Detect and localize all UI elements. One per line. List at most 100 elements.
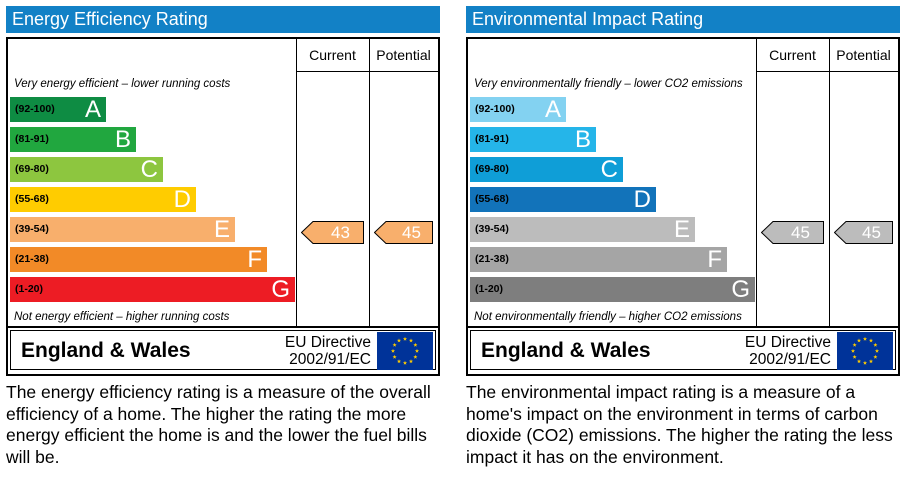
band-range-label: (69-80) (15, 163, 49, 175)
band-range-label: (39-54) (15, 223, 49, 235)
band-letter: G (731, 276, 750, 303)
arrow-shape (761, 221, 824, 244)
band-letter: F (707, 246, 722, 273)
eu-star (852, 342, 857, 347)
arrow-shape (301, 221, 364, 244)
eu-star (390, 348, 396, 353)
rating-frame: Current Potential Very environmentally fri… (466, 37, 900, 328)
rating-band-d: (55-68) D (470, 187, 656, 212)
band-letter: D (633, 186, 651, 213)
environmental-impact-panel: Environmental Impact Rating Current Potent… (466, 6, 900, 479)
footer: England & Wales EU Directive 2002/91/EC (6, 328, 440, 376)
eu-star (392, 354, 397, 359)
region-label: England & Wales (481, 339, 651, 362)
column-header-current: Current (769, 47, 816, 63)
eu-star (873, 354, 878, 359)
rating-band-f: (21-38) F (470, 247, 727, 272)
rating-band-b: (81-91) B (10, 127, 136, 152)
eu-star (862, 360, 868, 365)
column-header-potential: Potential (376, 47, 431, 63)
rating-description: The environmental impact rating is a mea… (466, 382, 893, 467)
eu-star (413, 354, 418, 359)
directive-line-1: EU Directive (284, 334, 371, 351)
column-header-current: Current (309, 47, 356, 63)
band-letter: D (173, 186, 191, 213)
footer: England & Wales EU Directive 2002/91/EC (466, 328, 900, 376)
column-divider (369, 39, 370, 326)
top-caption: Very environmentally friendly – lower CO… (474, 78, 743, 90)
current-rating-arrow: 45 (761, 221, 824, 244)
column-divider (829, 39, 830, 326)
band-letter: G (271, 276, 290, 303)
band-range-label: (39-54) (475, 223, 509, 235)
rating-band-a: (92-100) A (10, 97, 106, 122)
rating-band-e: (39-54) E (470, 217, 695, 242)
rating-band-e: (39-54) E (10, 217, 235, 242)
energy-efficiency-panel: Energy Efficiency Rating Current Potential… (6, 6, 440, 479)
current-rating-arrow-value: 43 (331, 223, 350, 242)
top-caption: Very energy efficient – lower running co… (14, 78, 231, 90)
band-letter: C (600, 156, 618, 183)
directive-line-2: 2002/91/EC (749, 351, 831, 368)
eu-star (862, 336, 868, 341)
chart-title: Energy Efficiency Rating (6, 6, 440, 33)
rating-frame: Current Potential Very energy efficient – … (6, 37, 440, 328)
eu-star (408, 338, 414, 343)
eu-star (413, 342, 418, 347)
eu-star (408, 359, 414, 364)
potential-rating-arrow: 45 (834, 221, 893, 244)
arrow-shape (374, 221, 433, 244)
eu-star (874, 348, 880, 353)
band-letter: F (247, 246, 262, 273)
band-letter: B (574, 126, 591, 153)
bottom-caption: Not energy efficient – higher running co… (14, 311, 230, 323)
rating-band-f: (21-38) F (10, 247, 267, 272)
header-divider (296, 71, 438, 72)
eu-star (396, 338, 402, 343)
eu-star (414, 348, 420, 353)
band-range-label: (1-20) (15, 283, 44, 295)
band-letter: E (673, 216, 690, 243)
band-range-label: (55-68) (15, 193, 49, 205)
band-letter: A (544, 96, 561, 123)
band-range-label: (21-38) (15, 253, 49, 265)
directive-line-2: 2002/91/EC (289, 351, 371, 368)
current-rating-arrow-value: 45 (791, 223, 810, 242)
band-range-label: (21-38) (475, 253, 509, 265)
eu-star (850, 348, 856, 353)
eu-star (402, 336, 408, 341)
band-letter: A (84, 96, 101, 123)
header-divider (756, 71, 898, 72)
eu-star (402, 360, 408, 365)
band-letter: C (140, 156, 158, 183)
band-range-label: (69-80) (475, 163, 509, 175)
eu-star (873, 342, 878, 347)
directive-line-1: EU Directive (744, 334, 831, 351)
rating-band-b: (81-91) B (470, 127, 596, 152)
eu-star (868, 359, 874, 364)
footer-box: England & Wales EU Directive 2002/91/EC (470, 330, 896, 370)
eu-flag-icon (377, 332, 433, 370)
eu-directive: EU Directive 2002/91/EC (285, 334, 371, 368)
eu-star (392, 342, 397, 347)
column-divider (296, 39, 297, 326)
eu-flag-icon (837, 332, 893, 370)
band-letter: B (114, 126, 131, 153)
band-range-label: (81-91) (475, 133, 509, 145)
arrow-shape (834, 221, 893, 244)
bottom-caption: Not environmentally friendly – higher CO… (474, 311, 742, 323)
chart-title: Environmental Impact Rating (466, 6, 900, 33)
footer-box: England & Wales EU Directive 2002/91/EC (10, 330, 436, 370)
rating-band-d: (55-68) D (10, 187, 196, 212)
band-range-label: (55-68) (475, 193, 509, 205)
rating-band-a: (92-100) A (470, 97, 566, 122)
rating-band-c: (69-80) C (470, 157, 623, 182)
rating-band-g: (1-20) G (470, 277, 755, 302)
eu-star (856, 338, 862, 343)
region-label: England & Wales (21, 339, 191, 362)
eu-directive: EU Directive 2002/91/EC (745, 334, 831, 368)
rating-band-c: (69-80) C (10, 157, 163, 182)
column-header-potential: Potential (836, 47, 891, 63)
column-divider (756, 39, 757, 326)
eu-star (868, 338, 874, 343)
